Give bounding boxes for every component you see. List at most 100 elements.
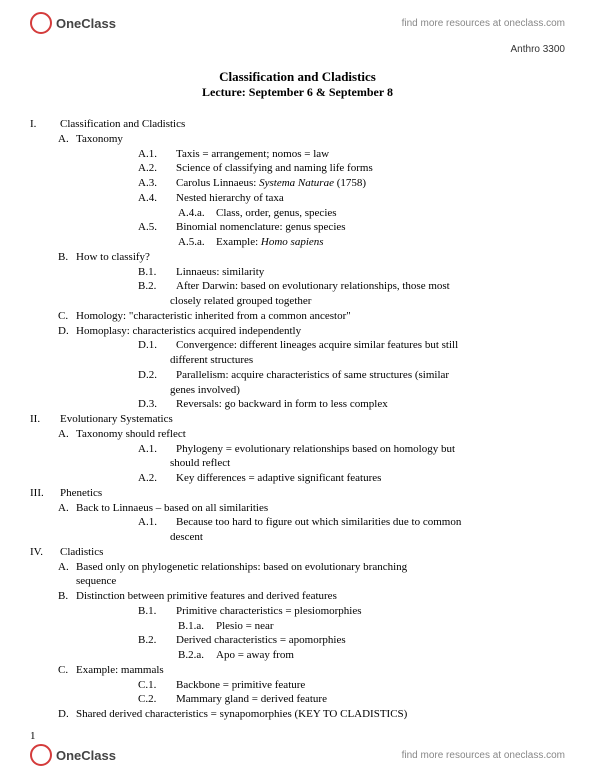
label: A.4.a. bbox=[178, 207, 216, 221]
item-IV-B1a: B.1.a.Plesio = near bbox=[178, 620, 565, 634]
section-II: II.Evolutionary Systematics bbox=[30, 413, 565, 427]
text: Shared derived characteristics = synapom… bbox=[76, 708, 407, 720]
brand-icon bbox=[30, 12, 52, 34]
text-post: (1758) bbox=[334, 177, 366, 189]
find-more-link[interactable]: find more resources at oneclass.com bbox=[402, 18, 565, 29]
label: B.1. bbox=[138, 266, 176, 280]
text: Example: mammals bbox=[76, 664, 164, 676]
section-IV-B: B.Distinction between primitive features… bbox=[58, 590, 565, 604]
text: Science of classifying and naming life f… bbox=[176, 162, 373, 174]
section-IV-A: A.Based only on phylogenetic relationshi… bbox=[58, 561, 565, 575]
item-III-A1-cont: descent bbox=[170, 531, 565, 545]
document-page: OneClass find more resources at oneclass… bbox=[0, 0, 595, 770]
text: Taxis = arrangement; nomos = law bbox=[176, 148, 329, 160]
item-I-B2: B.2.After Darwin: based on evolutionary … bbox=[138, 280, 565, 294]
item-IV-B2a: B.2.a.Apo = away from bbox=[178, 649, 565, 663]
item-I-A5a: A.5.a.Example: Homo sapiens bbox=[178, 236, 565, 250]
section-III: III.Phenetics bbox=[30, 487, 565, 501]
section-II-A: A.Taxonomy should reflect bbox=[58, 428, 565, 442]
label: A. bbox=[58, 561, 76, 575]
item-IV-C2: C.2.Mammary gland = derived feature bbox=[138, 693, 565, 707]
brand-text: OneClass bbox=[56, 16, 116, 31]
find-more-link-footer[interactable]: find more resources at oneclass.com bbox=[402, 750, 565, 761]
label: A.1. bbox=[138, 516, 176, 530]
text: Back to Linnaeus – based on all similari… bbox=[76, 502, 268, 514]
section-I-A: A.Taxonomy bbox=[58, 133, 565, 147]
label: A.3. bbox=[138, 177, 176, 191]
item-I-D2-cont: genes involved) bbox=[170, 384, 565, 398]
item-IV-A-cont: sequence bbox=[76, 575, 565, 589]
label: A.5.a. bbox=[178, 236, 216, 250]
label: A. bbox=[58, 502, 76, 516]
top-bar: OneClass find more resources at oneclass… bbox=[30, 12, 565, 34]
item-I-D2: D.2.Parallelism: acquire characteristics… bbox=[138, 369, 565, 383]
item-I-A3: A.3.Carolus Linnaeus: Systema Naturae (1… bbox=[138, 177, 565, 191]
brand-text: OneClass bbox=[56, 748, 116, 763]
label: II. bbox=[30, 413, 60, 427]
section-I-C: C.Homology: "characteristic inherited fr… bbox=[58, 310, 565, 324]
text: Class, order, genus, species bbox=[216, 207, 337, 219]
brand-footer: OneClass bbox=[30, 744, 116, 766]
label: A.1. bbox=[138, 148, 176, 162]
label: B.1.a. bbox=[178, 620, 216, 634]
label: IV. bbox=[30, 546, 60, 560]
label: B.2.a. bbox=[178, 649, 216, 663]
text: Reversals: go backward in form to less c… bbox=[176, 398, 388, 410]
label: D.2. bbox=[138, 369, 176, 383]
text: Apo = away from bbox=[216, 649, 294, 661]
text: Linnaeus: similarity bbox=[176, 266, 264, 278]
item-I-D1-cont: different structures bbox=[170, 354, 565, 368]
text: After Darwin: based on evolutionary rela… bbox=[176, 280, 450, 292]
text-italic: Systema Naturae bbox=[259, 177, 334, 189]
section-IV-C: C.Example: mammals bbox=[58, 664, 565, 678]
item-II-A2: A.2.Key differences = adaptive significa… bbox=[138, 472, 565, 486]
label: D.1. bbox=[138, 339, 176, 353]
text-italic: Homo sapiens bbox=[261, 236, 324, 248]
bottom-bar: OneClass find more resources at oneclass… bbox=[30, 744, 565, 766]
item-IV-B1: B.1.Primitive characteristics = plesiomo… bbox=[138, 605, 565, 619]
section-III-A: A.Back to Linnaeus – based on all simila… bbox=[58, 502, 565, 516]
section-IV: IV.Cladistics bbox=[30, 546, 565, 560]
text: Convergence: different lineages acquire … bbox=[176, 339, 458, 351]
label: D. bbox=[58, 325, 76, 339]
item-I-A2: A.2.Science of classifying and naming li… bbox=[138, 162, 565, 176]
text: Binomial nomenclature: genus species bbox=[176, 221, 346, 233]
item-I-A1: A.1.Taxis = arrangement; nomos = law bbox=[138, 148, 565, 162]
label: I. bbox=[30, 118, 60, 132]
text: Derived characteristics = apomorphies bbox=[176, 634, 346, 646]
item-I-A4a: A.4.a.Class, order, genus, species bbox=[178, 207, 565, 221]
brand-icon bbox=[30, 744, 52, 766]
label: III. bbox=[30, 487, 60, 501]
text: Phylogeny = evolutionary relationships b… bbox=[176, 443, 455, 455]
item-II-A1-cont: should reflect bbox=[170, 457, 565, 471]
item-I-D3: D.3.Reversals: go backward in form to le… bbox=[138, 398, 565, 412]
label: D.3. bbox=[138, 398, 176, 412]
text: Evolutionary Systematics bbox=[60, 413, 173, 425]
label: B.2. bbox=[138, 280, 176, 294]
section-I-D: D.Homoplasy: characteristics acquired in… bbox=[58, 325, 565, 339]
section-IV-D: D.Shared derived characteristics = synap… bbox=[58, 708, 565, 722]
item-II-A1: A.1.Phylogeny = evolutionary relationshi… bbox=[138, 443, 565, 457]
course-code: Anthro 3300 bbox=[30, 44, 565, 55]
text: Taxonomy bbox=[76, 133, 123, 145]
text: Nested hierarchy of taxa bbox=[176, 192, 284, 204]
text: Homoplasy: characteristics acquired inde… bbox=[76, 325, 301, 337]
item-I-A5: A.5.Binomial nomenclature: genus species bbox=[138, 221, 565, 235]
label: A. bbox=[58, 133, 76, 147]
label: C.1. bbox=[138, 679, 176, 693]
text: How to classify? bbox=[76, 251, 150, 263]
text: Phenetics bbox=[60, 487, 102, 499]
label: A.4. bbox=[138, 192, 176, 206]
item-IV-C1: C.1.Backbone = primitive feature bbox=[138, 679, 565, 693]
label: A.2. bbox=[138, 472, 176, 486]
label: B. bbox=[58, 251, 76, 265]
text: Parallelism: acquire characteristics of … bbox=[176, 369, 449, 381]
text: Taxonomy should reflect bbox=[76, 428, 186, 440]
text: Plesio = near bbox=[216, 620, 274, 632]
label: A.1. bbox=[138, 443, 176, 457]
text: Cladistics bbox=[60, 546, 103, 558]
text: Because too hard to figure out which sim… bbox=[176, 516, 461, 528]
text-pre: Example: bbox=[216, 236, 261, 248]
label: B.1. bbox=[138, 605, 176, 619]
document-subtitle: Lecture: September 6 & September 8 bbox=[30, 85, 565, 100]
